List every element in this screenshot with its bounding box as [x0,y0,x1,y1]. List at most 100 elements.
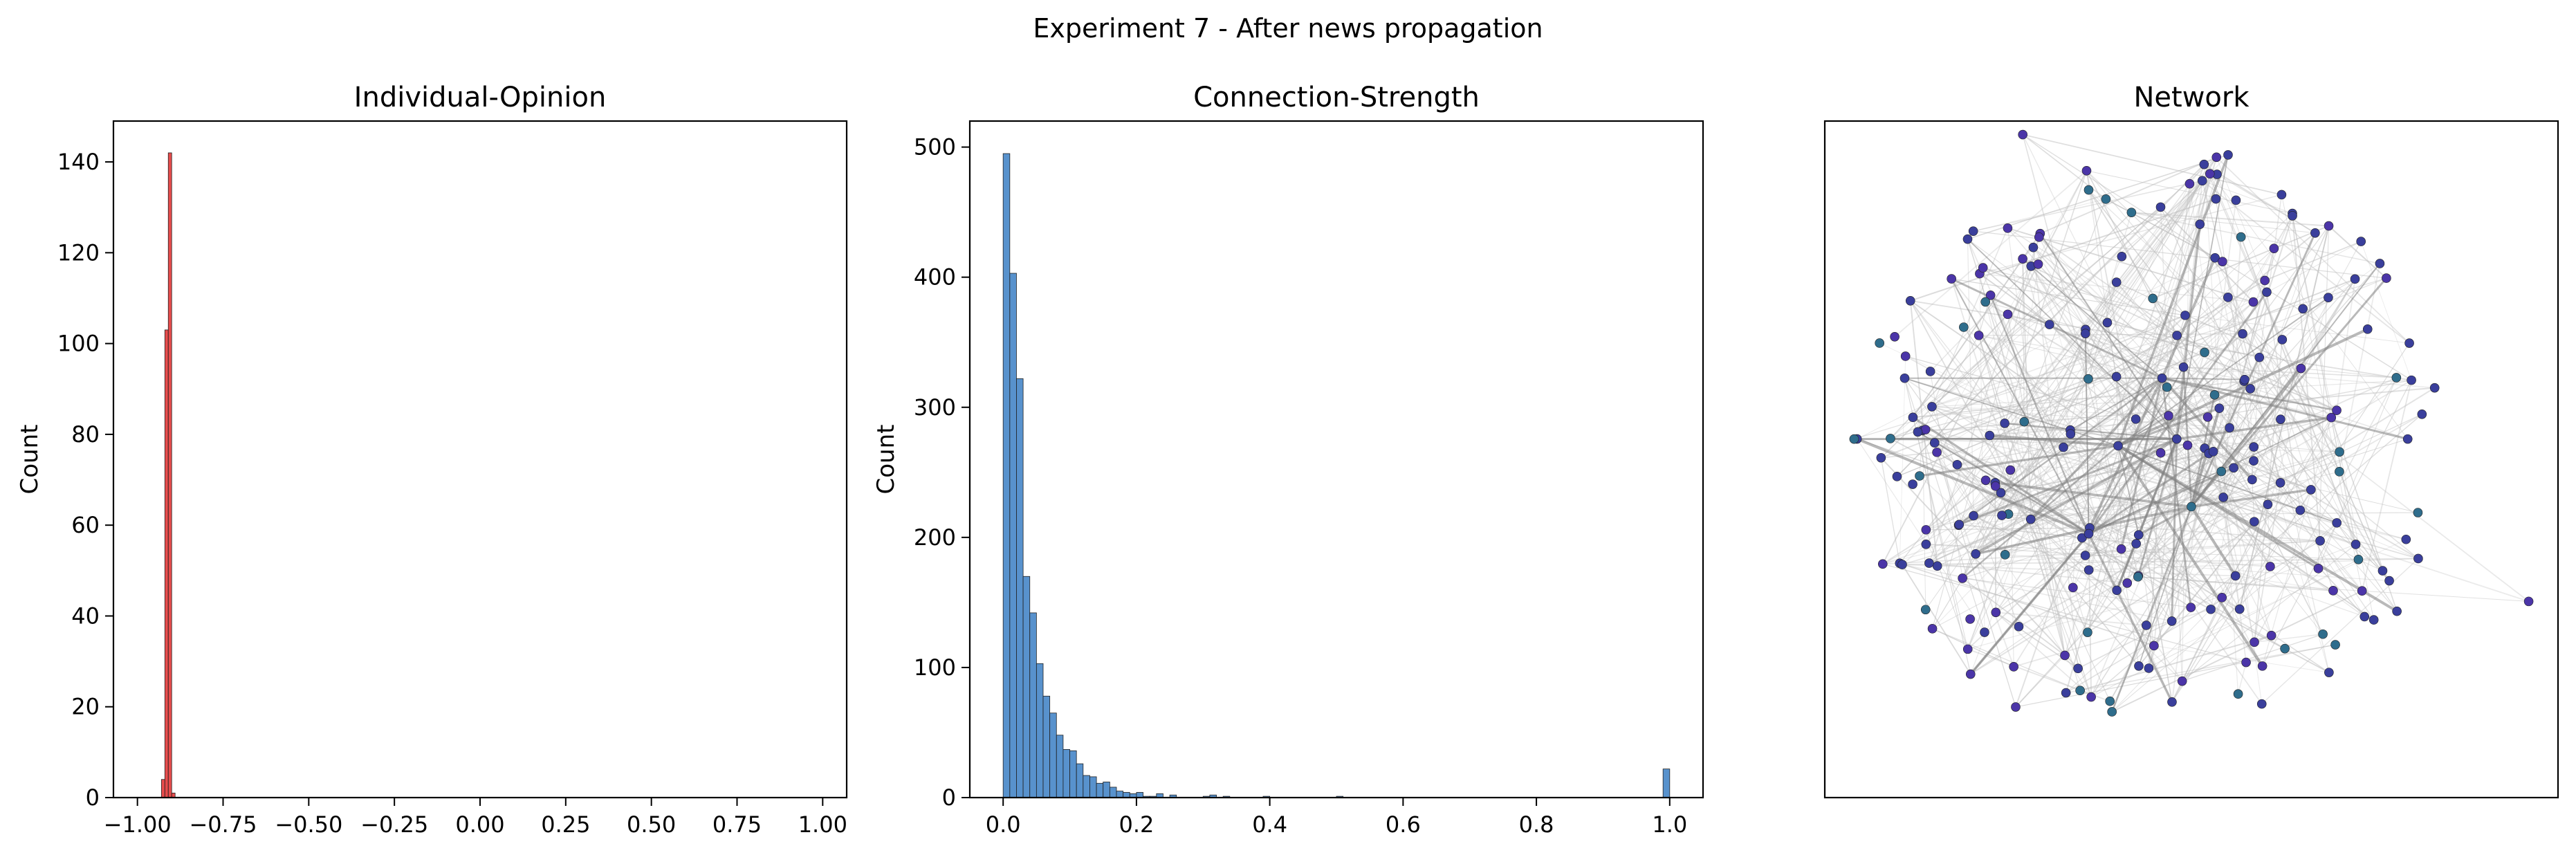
network-node [2108,707,2117,716]
strength-histogram-frame [970,121,1703,798]
network-node [2331,641,2340,650]
strength-bar [1096,783,1103,798]
network-node [2068,583,2077,592]
network-node [1969,511,1978,520]
network-node [2258,661,2267,670]
network-node [2178,677,2187,686]
network-node [2324,293,2333,302]
strength-bar [1056,735,1063,798]
network-node [2215,404,2224,413]
network-node [1908,413,1917,422]
network-node [2357,587,2366,596]
network-node [2211,194,2220,203]
strength-histogram-panel: Connection-Strength 0.0 0.2 0.4 0.6 0.8 1.001… [872,82,1703,838]
strength-bar [1050,713,1057,798]
network-node [1985,431,1994,440]
network-node [1926,367,1935,376]
network-node [2351,540,2360,549]
opinion-ytick-label: 100 [57,331,100,357]
network-node [2207,605,2216,614]
strength-xtick-label: 0.4 [1252,811,1287,838]
network-node [1966,670,1975,679]
network-node [2156,448,2165,457]
network-node [2247,475,2256,484]
strength-ytick-label: 300 [914,394,956,421]
network-node [1981,476,1990,485]
network-node [2172,434,2181,443]
network-node [1966,614,1975,623]
network-node [1997,511,2006,520]
network-node [1890,332,1899,341]
strength-histogram-bars [1003,154,1670,798]
network-node [2250,443,2258,452]
network-node [2276,415,2285,424]
network-node [2059,443,2068,452]
network-node [2402,535,2411,544]
network-node [2144,663,2153,672]
network-node [2011,703,2020,712]
network-node [1971,549,1980,558]
network-edge [2217,174,2241,237]
network-node [2249,297,2258,306]
network-node [2074,664,2083,673]
network-node [2262,288,2271,297]
opinion-histogram-bars [161,153,175,798]
network-panel: Network [1825,82,2558,798]
network-node [2288,211,2297,220]
opinion-ytick-label: 40 [71,603,100,629]
network-node [2018,255,2027,264]
network-node [2225,423,2234,432]
strength-bar [1043,696,1050,798]
network-node [2084,185,2093,194]
network-node [2210,390,2219,399]
opinion-histogram-title: Individual-Opinion [354,82,607,113]
network-node [1921,605,1930,614]
strength-bar [1123,792,1130,798]
network-node [2265,562,2274,571]
strength-xtick-label: 0.2 [1119,811,1154,838]
network-node [2087,692,2096,701]
strength-bar [1103,782,1110,798]
network-node [2009,662,2018,671]
network-node [2357,237,2366,246]
network-node [2127,208,2136,217]
strength-ytick-label: 500 [914,134,956,160]
network-node [2263,500,2272,509]
network-node [2200,348,2209,357]
network-node [2350,275,2359,284]
network-node [2101,194,2110,203]
network-node [2179,362,2188,371]
network-node [2407,376,2416,385]
strength-ytick-label: 400 [914,264,956,291]
network-node [2061,688,2070,697]
opinion-xtick-label: −0.75 [189,811,257,838]
network-node [2403,434,2412,443]
strength-xtick-label: 0.8 [1519,811,1554,838]
network-node [1958,573,1967,582]
network-node [2083,628,2092,637]
opinion-ytick-label: 60 [71,512,100,538]
network-node [2392,373,2401,382]
network-node [2231,571,2240,580]
strength-bar [1010,273,1017,798]
network-node [1930,439,1939,448]
strength-bar [1076,764,1083,798]
network-node [2276,478,2285,487]
network-node [2314,564,2323,573]
opinion-ytick-label: 20 [71,694,100,720]
network-node [2333,406,2342,415]
network-node [2066,430,2075,439]
network-node [2045,320,2054,329]
network-node [1955,520,1964,529]
network-node [1927,402,1936,411]
network-node [2324,668,2333,677]
network-node [2076,686,2085,695]
network-node [1969,227,1978,236]
strength-bar [1023,576,1030,798]
network-node [2167,616,2176,625]
network-node [2200,160,2209,169]
network-node [2335,448,2344,457]
strength-ytick-label: 200 [914,524,956,551]
network-node [2277,190,2286,199]
network-node [2034,232,2043,241]
